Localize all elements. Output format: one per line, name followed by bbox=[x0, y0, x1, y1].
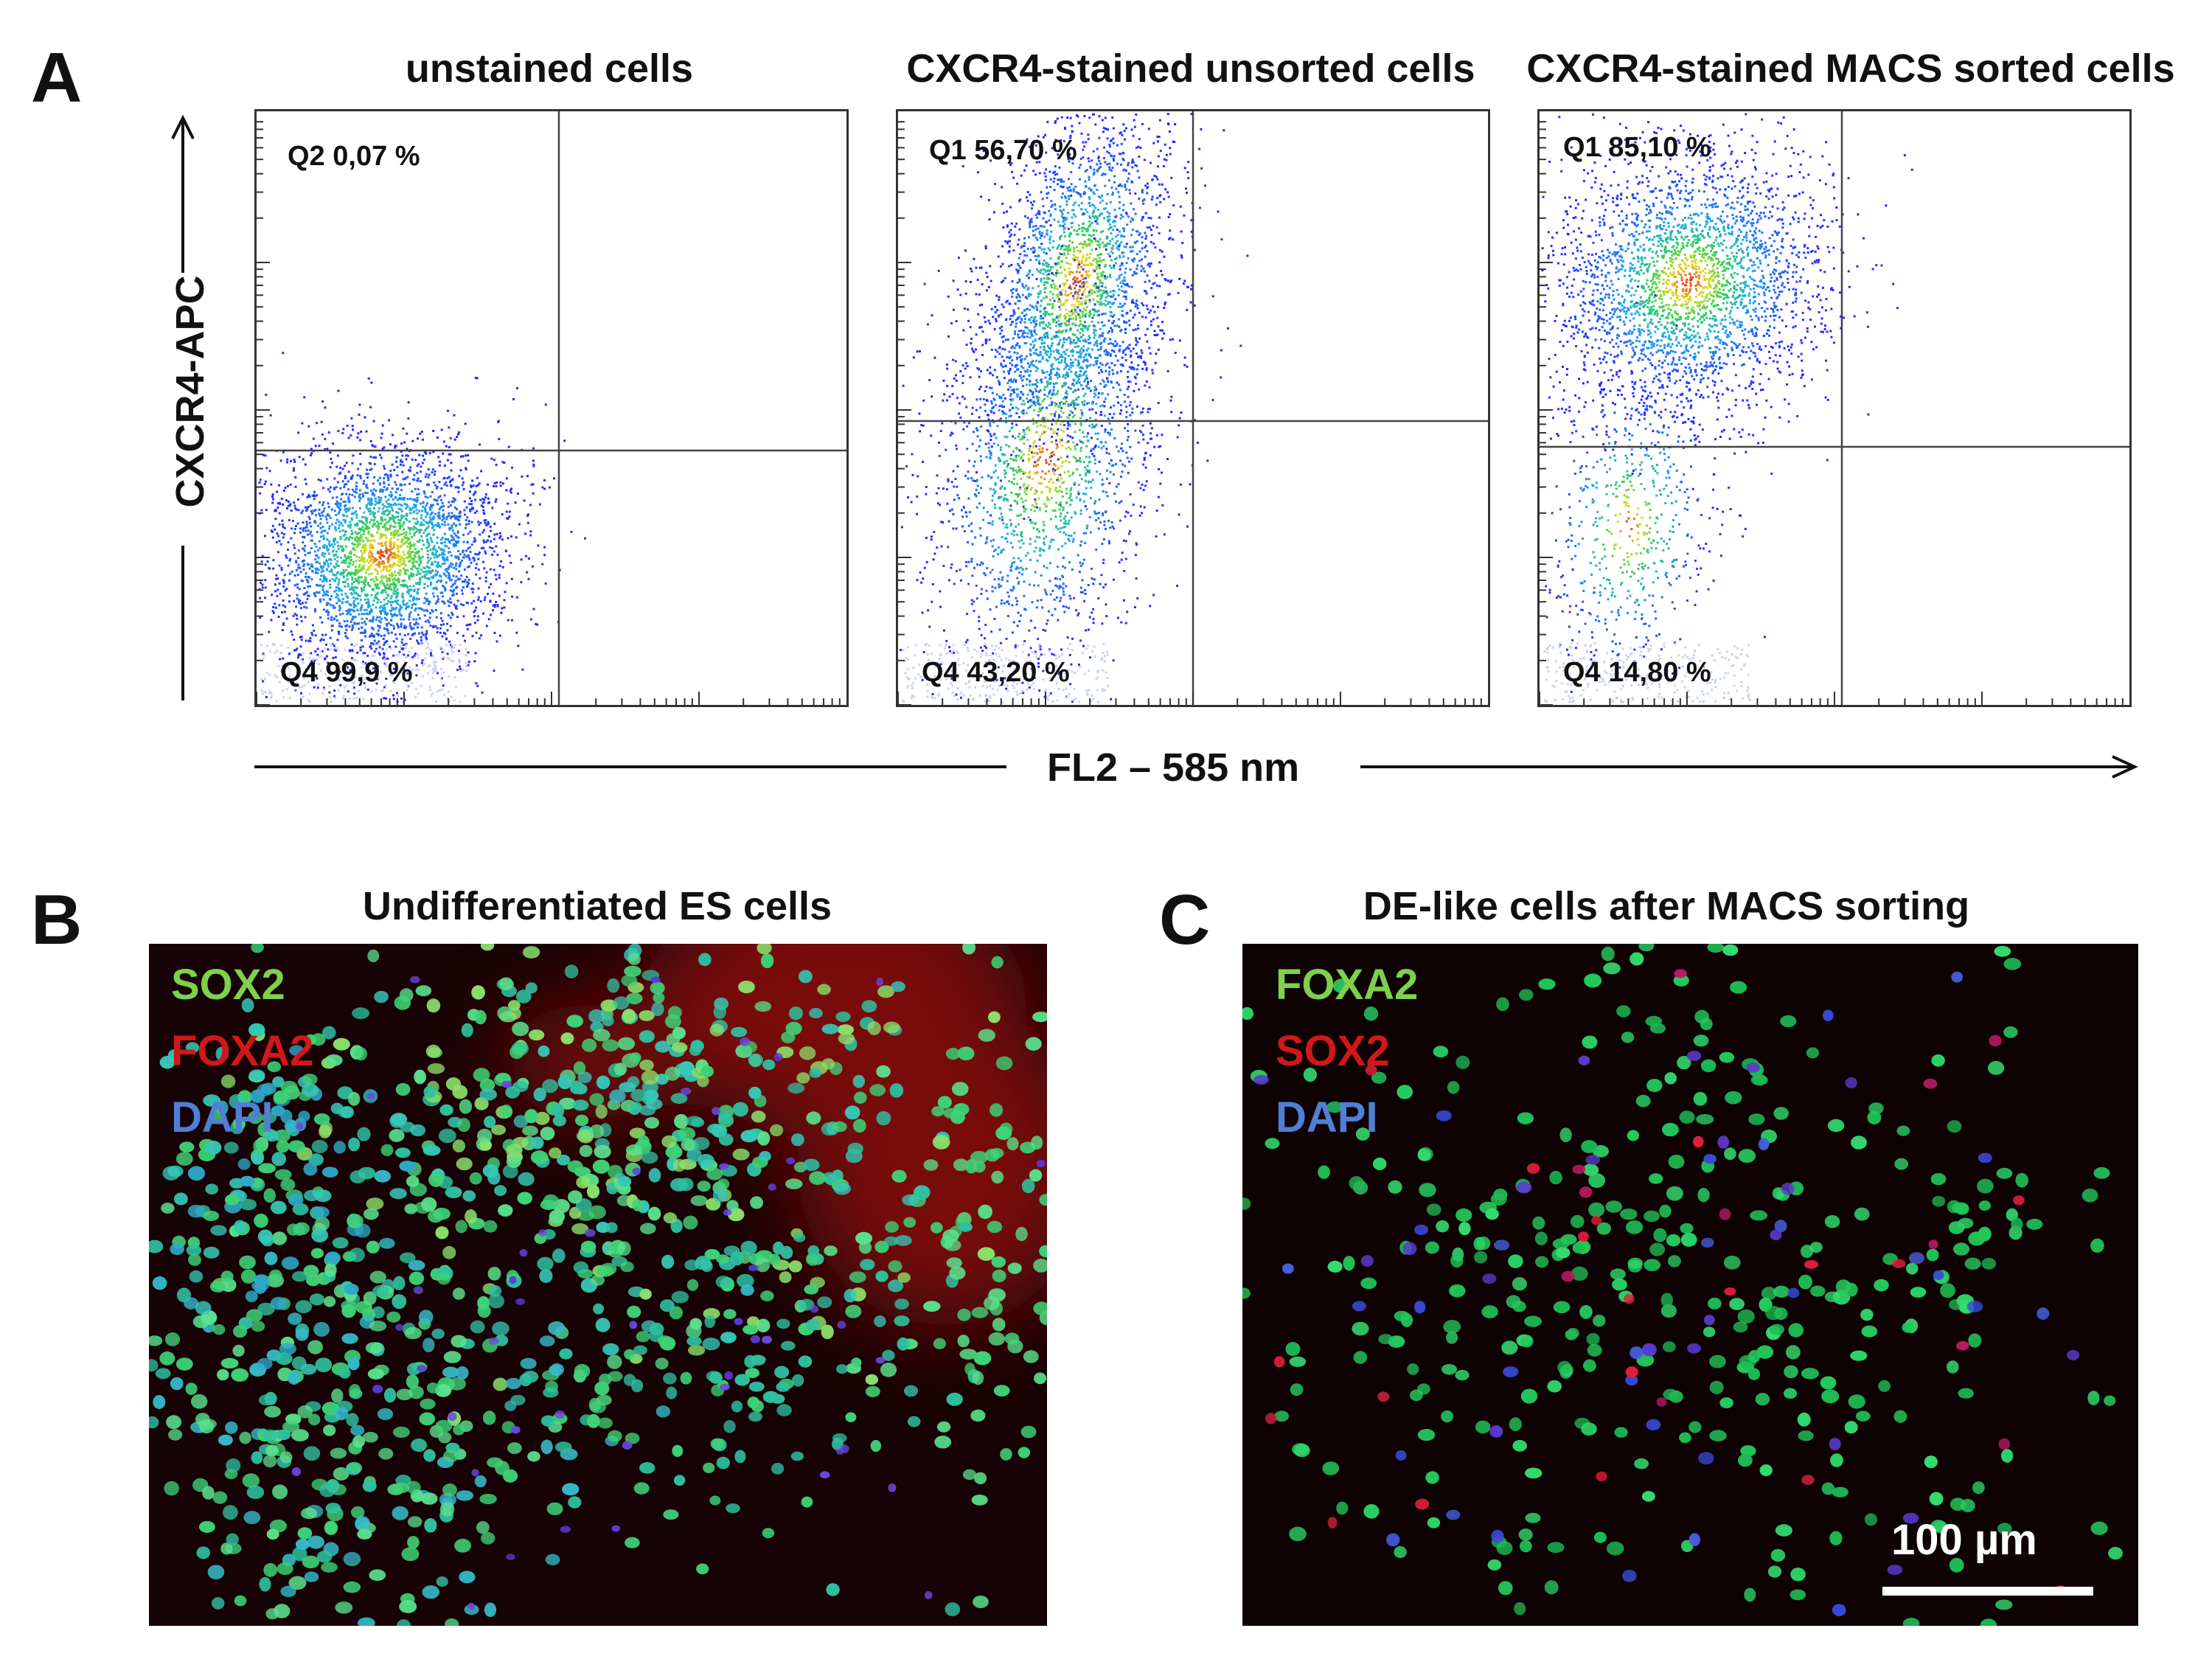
scatter-events bbox=[1541, 113, 1913, 703]
quadrant-label-lower: Q4 99,9 % bbox=[280, 657, 413, 688]
panel-letter-b: B bbox=[31, 880, 83, 959]
scatter-events bbox=[900, 113, 1249, 703]
microscopy-image-de-cells: FOXA2 SOX2 DAPI 100 µm bbox=[1242, 944, 2138, 1626]
panel-letter-a: A bbox=[31, 38, 83, 117]
axis-ticks bbox=[1540, 121, 2124, 705]
legend-label-sox2: SOX2 bbox=[171, 961, 285, 1009]
flow-plot-unstained: Q2 0,07 % Q4 99,9 % bbox=[254, 109, 849, 707]
y-axis-arrow bbox=[168, 111, 198, 700]
x-axis-arrow bbox=[254, 752, 2142, 782]
quadrant-label-lower: Q4 43,20 % bbox=[922, 657, 1070, 688]
quadrant-label-upper: Q1 56,70 % bbox=[929, 135, 1077, 166]
quadrant-label-upper: Q1 85,10 % bbox=[1563, 132, 1711, 163]
legend-label-sox2: SOX2 bbox=[1276, 1027, 1390, 1075]
image-title-c: DE-like cells after MACS sorting bbox=[1363, 884, 1970, 928]
flow-plot-unsorted: Q1 56,70 % Q4 43,20 % bbox=[896, 109, 1490, 707]
scale-bar-label: 100 µm bbox=[1891, 1516, 2037, 1564]
legend-label-foxa2: FOXA2 bbox=[1276, 961, 1419, 1009]
x-axis-label: FL2 – 585 nm bbox=[1047, 745, 1300, 790]
cell-nuclei bbox=[1242, 944, 2123, 1626]
legend-label-dapi: DAPI bbox=[1276, 1093, 1378, 1141]
microscopy-image-es-cells: SOX2 FOXA2 DAPI bbox=[149, 944, 1047, 1626]
panel-letter-c: C bbox=[1159, 880, 1211, 959]
legend-label-foxa2: FOXA2 bbox=[171, 1027, 314, 1075]
scatter-events bbox=[258, 352, 586, 703]
scale-bar bbox=[1882, 1587, 2093, 1596]
quadrant-label-upper: Q2 0,07 % bbox=[288, 141, 420, 172]
axis-ticks bbox=[898, 121, 1482, 705]
y-axis-label: CXCR4-APC bbox=[168, 275, 212, 508]
image-title-b: Undifferentiated ES cells bbox=[362, 884, 832, 928]
quadrant-label-lower: Q4 14,80 % bbox=[1563, 657, 1711, 688]
flow-plot-title-unstained: unstained cells bbox=[405, 46, 694, 91]
axis-ticks bbox=[257, 121, 841, 705]
flow-plot-sorted: Q1 85,10 % Q4 14,80 % bbox=[1537, 109, 2132, 707]
cell-nuclei bbox=[149, 944, 1047, 1626]
legend-label-dapi: DAPI bbox=[171, 1093, 274, 1141]
flow-plot-title-unsorted: CXCR4-stained unsorted cells bbox=[906, 46, 1475, 91]
flow-plot-title-sorted: CXCR4-stained MACS sorted cells bbox=[1526, 46, 2175, 91]
